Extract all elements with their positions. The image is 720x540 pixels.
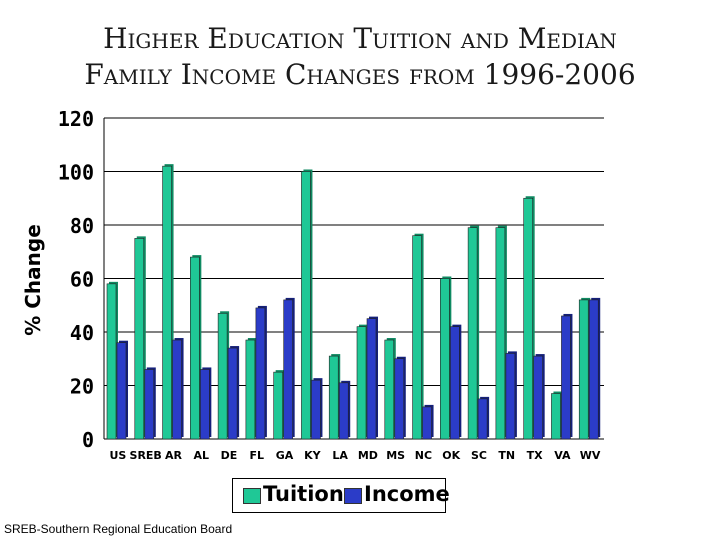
bar-income-sc [477, 398, 488, 440]
y-axis-label: % Change [21, 224, 45, 336]
bar-tuition-de [217, 312, 228, 440]
bar-income-us [116, 342, 127, 440]
chart-title-line-2: Family Income Changes from 1996-2006 [84, 58, 636, 91]
bar-tuition-sreb [134, 238, 145, 440]
bar-tuition-fl [245, 339, 256, 440]
x-tick-label: US [109, 449, 126, 462]
x-tick-label: MD [358, 449, 378, 462]
bar-tuition-tx [523, 197, 533, 440]
x-tick-label: NC [415, 449, 432, 462]
bar-tuition-ar [162, 165, 172, 440]
bar-income-nc [422, 406, 432, 440]
x-tick-label: GA [276, 449, 294, 462]
bar-tuition-ky [301, 171, 311, 440]
x-tick-label: FL [250, 449, 265, 462]
bar-income-md [366, 318, 377, 440]
bar-tuition-nc [412, 235, 422, 440]
bar-income-ok [450, 326, 460, 440]
source-note: SREB-Southern Regional Education Board [4, 522, 233, 536]
bar-tuition-la [328, 355, 339, 440]
legend-label-tuition: Tuition [263, 482, 344, 506]
gridlines [104, 117, 604, 386]
legend-swatch-tuition [243, 488, 261, 504]
y-tick-label: 40 [70, 321, 94, 345]
x-tick-label: VA [554, 449, 571, 462]
bar-tuition-sc [467, 227, 478, 440]
bar-income-ga [283, 299, 293, 440]
axes [103, 118, 604, 440]
bar-tuition-md [356, 326, 367, 440]
bar-tuition-ga [273, 371, 283, 440]
chart-title-line-1: Higher Education Tuition and Median [103, 22, 617, 55]
x-tick-label: AL [193, 449, 209, 462]
bar-income-wv [588, 299, 599, 440]
x-tick-label: KY [304, 449, 322, 462]
legend-swatch-income [344, 488, 362, 504]
bar-tuition-us [106, 283, 117, 440]
x-tick-label: MS [386, 449, 405, 462]
bar-income-fl [255, 307, 266, 440]
y-tick-label: 60 [70, 268, 94, 292]
bar-income-al [200, 369, 210, 440]
bar-income-tn [505, 353, 516, 440]
bar-tuition-tn [495, 227, 506, 440]
bar-income-ar [172, 339, 182, 440]
y-tick-label: 0 [82, 428, 94, 452]
x-tick-label: AR [165, 449, 183, 462]
x-tick-label: DE [221, 449, 238, 462]
x-tick-label: WV [580, 449, 601, 462]
bar-income-la [338, 382, 349, 440]
bars [106, 164, 601, 440]
bar-income-ky [311, 379, 321, 440]
x-tick-label: TX [527, 449, 544, 462]
bar-tuition-wv [578, 299, 589, 440]
legend-label-income: Income [364, 482, 450, 506]
bar-tuition-al [190, 256, 200, 440]
bar-tuition-ms [384, 339, 395, 440]
bar-income-tx [533, 355, 543, 440]
bar-income-de [227, 347, 238, 440]
legend: Tuition Income [232, 478, 450, 513]
bar-tuition-ok [440, 278, 450, 440]
tick-labels: 0 20 40 60 80 100 120 US SREB AR AL DE FL GA KY LA MD MS N… [58, 107, 601, 462]
bar-income-sreb [144, 369, 155, 440]
y-tick-label: 20 [70, 375, 94, 399]
x-tick-label: SC [471, 449, 487, 462]
bar-income-va [561, 315, 571, 440]
bar-tuition-va [551, 393, 561, 440]
bar-income-ms [394, 358, 405, 440]
y-tick-label: 120 [58, 107, 94, 131]
y-tick-label: 100 [58, 161, 94, 185]
x-tick-label: SREB [130, 449, 162, 462]
x-tick-label: LA [332, 449, 348, 462]
x-tick-label: TN [498, 449, 515, 462]
y-tick-label: 80 [70, 214, 94, 238]
x-tick-label: OK [442, 449, 460, 462]
